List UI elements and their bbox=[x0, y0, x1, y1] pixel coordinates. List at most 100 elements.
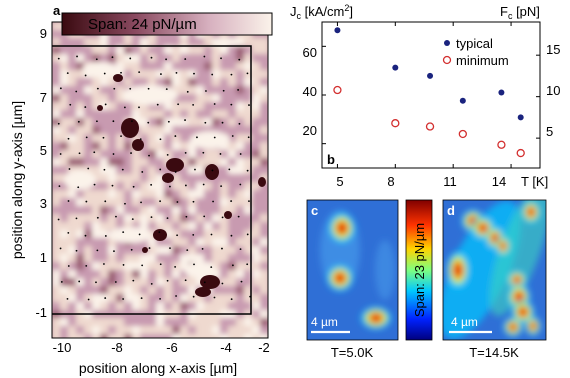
texture-cell bbox=[148, 110, 157, 119]
vortex-dot bbox=[239, 153, 242, 155]
vortex-dot bbox=[186, 90, 189, 93]
texture-cell bbox=[60, 302, 69, 311]
texture-cell bbox=[244, 46, 253, 55]
vortex-dot bbox=[112, 120, 115, 123]
texture-cell bbox=[180, 198, 189, 207]
texture-cell bbox=[76, 222, 85, 231]
vortex-dot bbox=[248, 200, 250, 203]
texture-cell bbox=[76, 102, 85, 111]
texture-cell bbox=[116, 134, 125, 143]
bright-patch bbox=[82, 62, 118, 78]
vortex-dot bbox=[57, 57, 60, 60]
texture-cell bbox=[196, 254, 205, 263]
vortex-dot bbox=[237, 215, 240, 218]
texture-cell bbox=[244, 334, 253, 338]
texture-cell bbox=[212, 334, 221, 338]
vortex-dot bbox=[196, 136, 198, 139]
texture-cell bbox=[204, 54, 213, 63]
texture-cell bbox=[244, 78, 253, 87]
texture-cell bbox=[252, 262, 261, 271]
colorbar-cd-bar bbox=[405, 199, 433, 341]
texture-cell bbox=[148, 190, 157, 199]
texture-cell bbox=[180, 190, 189, 199]
texture-cell bbox=[124, 294, 133, 303]
texture-cell bbox=[236, 126, 245, 135]
texture-cell bbox=[260, 70, 268, 79]
texture-cell bbox=[188, 118, 197, 127]
texture-cell bbox=[236, 190, 245, 199]
texture-cell bbox=[164, 46, 173, 55]
texture-cell bbox=[52, 150, 61, 159]
texture-cell bbox=[140, 102, 149, 111]
texture-cell bbox=[84, 158, 93, 167]
texture-cell bbox=[172, 230, 181, 239]
texture-cell bbox=[180, 246, 189, 255]
texture-cell bbox=[108, 294, 117, 303]
texture-cell bbox=[228, 78, 237, 87]
panel-b-legend: typical minimum bbox=[442, 36, 509, 68]
texture-cell bbox=[196, 214, 205, 223]
texture-cell bbox=[236, 254, 245, 263]
texture-cell bbox=[140, 318, 149, 327]
typical-point bbox=[427, 72, 434, 79]
texture-cell bbox=[236, 278, 245, 287]
texture-cell bbox=[188, 78, 197, 87]
texture-cell bbox=[236, 102, 245, 111]
texture-cell bbox=[156, 222, 165, 231]
texture-cell bbox=[220, 46, 229, 55]
texture-cell bbox=[252, 158, 261, 167]
texture-cell bbox=[228, 46, 237, 55]
texture-cell bbox=[92, 78, 101, 87]
texture-cell bbox=[116, 278, 125, 287]
texture-cell bbox=[124, 190, 133, 199]
texture-cell bbox=[220, 222, 229, 231]
texture-cell bbox=[100, 190, 109, 199]
vortex-dot bbox=[176, 234, 179, 237]
texture-cell bbox=[252, 150, 261, 159]
texture-cell bbox=[164, 294, 173, 303]
texture-cell bbox=[244, 190, 253, 199]
texture-cell bbox=[132, 174, 141, 183]
texture-cell bbox=[204, 238, 213, 247]
texture-cell bbox=[164, 246, 173, 255]
texture-cell bbox=[180, 270, 189, 279]
vortex-dot bbox=[131, 120, 133, 123]
texture-cell bbox=[116, 246, 125, 255]
vortex-dot bbox=[230, 234, 233, 237]
texture-cell bbox=[220, 334, 229, 338]
vortex-dot bbox=[221, 282, 224, 285]
texture-cell bbox=[156, 214, 165, 223]
panel-a-y-axis-label: position along y-axis [µm] bbox=[9, 101, 25, 259]
vortex-dot bbox=[248, 104, 250, 106]
texture-cell bbox=[60, 78, 69, 87]
texture-cell bbox=[60, 102, 69, 111]
texture-cell bbox=[68, 62, 77, 71]
texture-cell bbox=[220, 262, 229, 271]
texture-cell bbox=[196, 294, 205, 303]
texture-cell bbox=[76, 38, 85, 47]
panel-b-frame bbox=[321, 21, 541, 169]
vortex-dot bbox=[201, 247, 204, 250]
texture-cell bbox=[228, 70, 237, 79]
vortex-dot bbox=[85, 200, 88, 203]
texture-cell bbox=[76, 142, 85, 151]
texture-cell bbox=[252, 286, 261, 295]
texture-cell bbox=[180, 78, 189, 87]
vortex-dot bbox=[240, 280, 243, 283]
x-tick-label: -10 bbox=[53, 340, 72, 355]
texture-cell bbox=[236, 326, 245, 335]
texture-cell bbox=[156, 102, 165, 111]
texture-cell bbox=[124, 318, 133, 327]
texture-cell bbox=[124, 174, 133, 183]
texture-cell bbox=[148, 278, 157, 287]
texture-cell bbox=[260, 206, 268, 215]
texture-cell bbox=[252, 102, 261, 111]
panel-a-x-axis-label: position along x-axis [µm] bbox=[79, 360, 237, 376]
texture-cell bbox=[140, 78, 149, 87]
texture-cell bbox=[148, 206, 157, 215]
texture-cell bbox=[108, 46, 117, 55]
texture-cell bbox=[52, 278, 61, 287]
vortex-core bbox=[500, 242, 506, 250]
texture-cell bbox=[92, 102, 101, 111]
texture-cell bbox=[148, 326, 157, 335]
